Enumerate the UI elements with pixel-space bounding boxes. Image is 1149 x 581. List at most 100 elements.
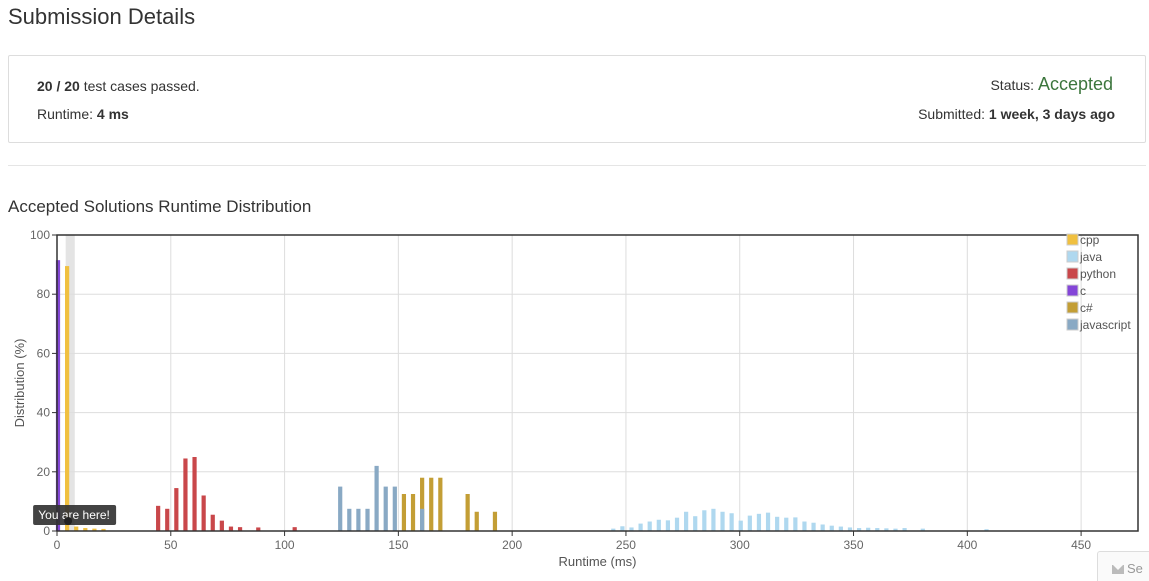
page-title: Submission Details — [8, 4, 196, 29]
runtime-label: Runtime: — [37, 106, 97, 122]
bar-java[interactable] — [820, 524, 825, 531]
submitted-value: 1 week, 3 days ago — [988, 106, 1115, 122]
bar-python[interactable] — [256, 527, 261, 531]
bar-csharp[interactable] — [492, 511, 498, 531]
bar-csharp[interactable] — [401, 494, 407, 531]
send-feedback-tab[interactable]: Se — [1097, 551, 1149, 581]
bar-csharp[interactable] — [438, 477, 443, 531]
legend-swatch — [1066, 284, 1079, 297]
plot-frame — [56, 234, 1139, 532]
total-count: 20 — [64, 78, 80, 94]
mail-icon — [1112, 565, 1124, 575]
legend-item-java[interactable]: java — [1066, 250, 1102, 264]
bar-java[interactable] — [684, 511, 689, 531]
bar-cpp[interactable] — [101, 528, 106, 531]
legend-item-c[interactable]: c — [1066, 284, 1086, 298]
bar-java[interactable] — [711, 508, 716, 531]
bar-java[interactable] — [875, 528, 880, 531]
x-tick-label: 200 — [502, 538, 522, 552]
bar-python[interactable] — [156, 505, 161, 531]
bar-java[interactable] — [729, 513, 734, 531]
bar-java[interactable] — [747, 515, 752, 531]
bar-java[interactable] — [793, 517, 798, 531]
legend-item-cpp[interactable]: cpp — [1066, 233, 1100, 247]
bar-csharp[interactable] — [410, 494, 416, 531]
bar-java[interactable] — [702, 510, 707, 531]
legend-swatch — [1066, 250, 1079, 263]
bar-c[interactable] — [55, 260, 61, 531]
x-tick-label: 300 — [730, 538, 750, 552]
bar-java[interactable] — [693, 516, 698, 531]
chart-bars — [55, 260, 989, 531]
bar-cpp[interactable] — [74, 526, 79, 531]
bar-python[interactable] — [183, 458, 188, 531]
bar-javascript[interactable] — [383, 486, 388, 531]
bar-python[interactable] — [210, 514, 215, 531]
bar-java[interactable] — [720, 511, 725, 531]
bar-python[interactable] — [292, 527, 297, 531]
bar-python[interactable] — [228, 526, 234, 531]
runtime-row: Runtime: 4 ms — [37, 106, 129, 122]
bar-javascript[interactable] — [365, 508, 370, 531]
bar-cpp[interactable] — [65, 266, 70, 531]
bar-java[interactable] — [984, 529, 989, 531]
bar-java[interactable] — [902, 528, 907, 531]
bar-csharp[interactable] — [465, 494, 470, 531]
bar-csharp[interactable] — [474, 511, 479, 531]
bar-java[interactable] — [920, 528, 925, 531]
bar-java[interactable] — [856, 528, 862, 531]
y-tick-label: 40 — [37, 406, 51, 420]
bar-javascript[interactable] — [356, 508, 361, 531]
runtime-value: 4 ms — [96, 106, 129, 122]
legend-label: c# — [1080, 301, 1093, 315]
legend-item-csharp[interactable]: c# — [1066, 301, 1093, 315]
x-tick-label: 150 — [388, 538, 408, 552]
bar-java[interactable] — [802, 521, 807, 531]
legend-item-javascript[interactable]: javascript — [1066, 318, 1131, 332]
bar-java[interactable] — [829, 525, 834, 531]
runtime-distribution-chart[interactable]: 0 50 100 150 200 250 300 350 400 450 0 20 40 60 80 100… — [0, 225, 1149, 578]
bar-javascript[interactable] — [338, 486, 343, 531]
bar-java[interactable] — [611, 528, 616, 531]
chart-legend[interactable]: cpp java python c c# javascript — [1066, 233, 1131, 332]
bar-csharp[interactable] — [429, 477, 434, 531]
bar-python[interactable] — [237, 527, 243, 531]
bar-javascript[interactable] — [392, 486, 397, 531]
bar-java[interactable] — [665, 520, 671, 531]
bar-java[interactable] — [620, 526, 625, 531]
bar-java[interactable] — [738, 520, 743, 531]
bar-python[interactable] — [201, 495, 206, 531]
bar-java[interactable] — [629, 527, 634, 531]
legend-label: c — [1080, 284, 1086, 298]
y-tick-label: 100 — [30, 228, 50, 242]
bar-java[interactable] — [647, 521, 652, 531]
bar-python[interactable] — [219, 520, 224, 531]
bar-java[interactable] — [638, 523, 643, 531]
bar-java[interactable] — [775, 516, 780, 531]
bar-java[interactable] — [838, 526, 843, 531]
bar-java[interactable] — [866, 527, 871, 531]
bar-javascript[interactable] — [374, 465, 379, 531]
legend-item-python[interactable]: python — [1066, 267, 1116, 281]
bar-java[interactable] — [656, 519, 661, 531]
bar-python[interactable] — [165, 508, 170, 531]
bar-csharp[interactable] — [420, 477, 425, 531]
bar-java[interactable] — [784, 517, 789, 531]
bar-java[interactable] — [674, 517, 680, 531]
bar-java[interactable] — [765, 512, 771, 531]
bar-java[interactable] — [884, 528, 889, 531]
bar-javascript[interactable] — [347, 508, 352, 531]
bar-python[interactable] — [192, 457, 197, 531]
bar-java[interactable] — [847, 527, 853, 531]
bar-java[interactable] — [893, 528, 898, 531]
bar-python[interactable] — [174, 488, 179, 531]
bar-cpp[interactable] — [92, 528, 97, 531]
bar-java[interactable] — [756, 513, 762, 531]
you-are-here-tooltip: You are here! — [33, 505, 117, 525]
bar-java[interactable] — [811, 522, 816, 531]
y-tick-label: 60 — [37, 346, 51, 360]
legend-label: python — [1080, 267, 1116, 281]
bar-javascript[interactable] — [420, 508, 425, 531]
bar-cpp[interactable] — [83, 528, 88, 531]
chart-grid — [57, 235, 1138, 531]
